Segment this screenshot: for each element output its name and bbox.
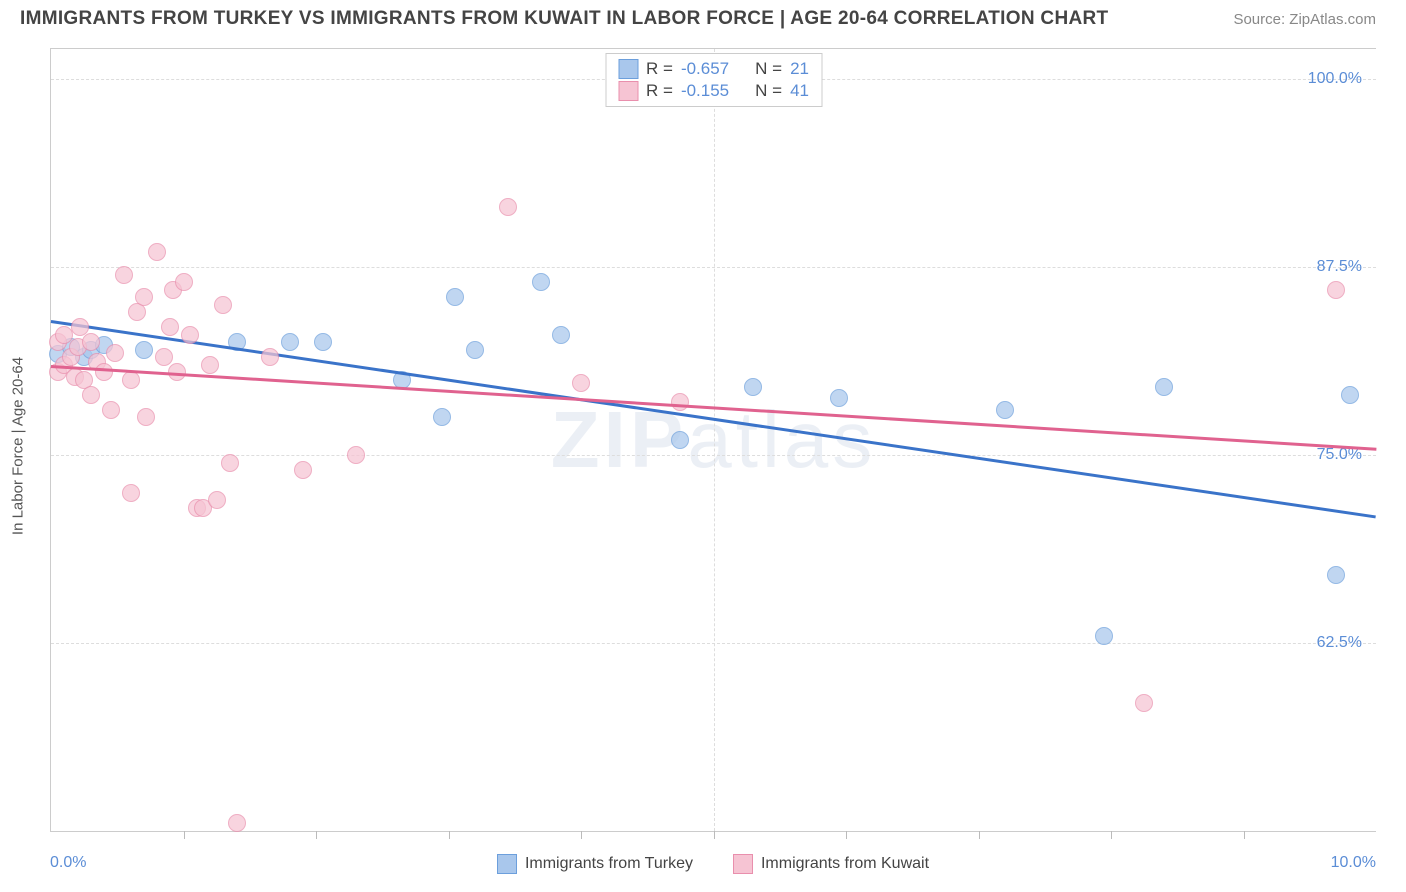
scatter-point-kuwait bbox=[82, 333, 100, 351]
scatter-point-kuwait bbox=[201, 356, 219, 374]
scatter-point-kuwait bbox=[221, 454, 239, 472]
legend-swatch-kuwait-icon bbox=[733, 854, 753, 874]
scatter-point-kuwait bbox=[122, 371, 140, 389]
r-label: R = bbox=[646, 59, 673, 79]
scatter-point-kuwait bbox=[137, 408, 155, 426]
correlation-row-turkey: R = -0.657 N = 21 bbox=[618, 58, 809, 80]
scatter-point-kuwait bbox=[175, 273, 193, 291]
scatter-point-turkey bbox=[446, 288, 464, 306]
x-minor-tick bbox=[979, 831, 980, 839]
n-label: N = bbox=[755, 81, 782, 101]
scatter-point-turkey bbox=[1341, 386, 1359, 404]
n-value-kuwait: 41 bbox=[790, 81, 809, 101]
scatter-point-kuwait bbox=[82, 386, 100, 404]
scatter-point-turkey bbox=[552, 326, 570, 344]
scatter-point-turkey bbox=[433, 408, 451, 426]
chart-header: IMMIGRANTS FROM TURKEY VS IMMIGRANTS FRO… bbox=[0, 0, 1406, 38]
scatter-point-kuwait bbox=[95, 363, 113, 381]
scatter-point-kuwait bbox=[102, 401, 120, 419]
series-legend: Immigrants from Turkey Immigrants from K… bbox=[50, 854, 1376, 874]
chart-title: IMMIGRANTS FROM TURKEY VS IMMIGRANTS FRO… bbox=[20, 8, 1108, 30]
r-value-turkey: -0.657 bbox=[681, 59, 729, 79]
x-minor-tick bbox=[581, 831, 582, 839]
scatter-point-turkey bbox=[314, 333, 332, 351]
scatter-point-turkey bbox=[532, 273, 550, 291]
x-minor-tick bbox=[449, 831, 450, 839]
scatter-point-turkey bbox=[466, 341, 484, 359]
chart-plot-area: ZIPatlas 62.5%75.0%87.5%100.0% R = -0.65… bbox=[50, 48, 1376, 832]
x-minor-tick bbox=[846, 831, 847, 839]
scatter-point-kuwait bbox=[1135, 694, 1153, 712]
scatter-point-turkey bbox=[1327, 566, 1345, 584]
scatter-point-kuwait bbox=[148, 243, 166, 261]
legend-swatch-turkey-icon bbox=[618, 59, 638, 79]
y-axis-title: In Labor Force | Age 20-64 bbox=[10, 357, 27, 535]
scatter-point-kuwait bbox=[208, 491, 226, 509]
n-value-turkey: 21 bbox=[790, 59, 809, 79]
scatter-point-kuwait bbox=[347, 446, 365, 464]
scatter-point-kuwait bbox=[135, 288, 153, 306]
x-minor-tick bbox=[1111, 831, 1112, 839]
correlation-legend-box: R = -0.657 N = 21 R = -0.155 N = 41 bbox=[605, 53, 822, 107]
scatter-point-turkey bbox=[1155, 378, 1173, 396]
scatter-point-turkey bbox=[996, 401, 1014, 419]
legend-label-turkey: Immigrants from Turkey bbox=[525, 855, 693, 873]
scatter-point-kuwait bbox=[261, 348, 279, 366]
scatter-point-kuwait bbox=[181, 326, 199, 344]
x-minor-tick bbox=[714, 831, 715, 839]
scatter-point-kuwait bbox=[572, 374, 590, 392]
gridline-vertical bbox=[714, 49, 715, 831]
y-tick-label: 100.0% bbox=[1308, 70, 1362, 88]
scatter-point-kuwait bbox=[115, 266, 133, 284]
scatter-point-turkey bbox=[830, 389, 848, 407]
scatter-point-kuwait bbox=[228, 814, 246, 832]
legend-item-turkey: Immigrants from Turkey bbox=[497, 854, 693, 874]
r-label: R = bbox=[646, 81, 673, 101]
scatter-point-kuwait bbox=[155, 348, 173, 366]
correlation-row-kuwait: R = -0.155 N = 41 bbox=[618, 80, 809, 102]
y-tick-label: 87.5% bbox=[1317, 258, 1362, 276]
scatter-point-kuwait bbox=[294, 461, 312, 479]
legend-item-kuwait: Immigrants from Kuwait bbox=[733, 854, 929, 874]
legend-label-kuwait: Immigrants from Kuwait bbox=[761, 855, 929, 873]
x-minor-tick bbox=[316, 831, 317, 839]
scatter-point-kuwait bbox=[106, 344, 124, 362]
scatter-point-kuwait bbox=[122, 484, 140, 502]
scatter-point-turkey bbox=[671, 431, 689, 449]
legend-swatch-kuwait-icon bbox=[618, 81, 638, 101]
chart-source: Source: ZipAtlas.com bbox=[1233, 11, 1376, 28]
scatter-point-kuwait bbox=[1327, 281, 1345, 299]
scatter-point-kuwait bbox=[214, 296, 232, 314]
legend-swatch-turkey-icon bbox=[497, 854, 517, 874]
n-label: N = bbox=[755, 59, 782, 79]
x-minor-tick bbox=[1244, 831, 1245, 839]
plot-surface: ZIPatlas 62.5%75.0%87.5%100.0% bbox=[51, 49, 1376, 831]
scatter-point-turkey bbox=[1095, 627, 1113, 645]
x-minor-tick bbox=[184, 831, 185, 839]
scatter-point-turkey bbox=[135, 341, 153, 359]
y-tick-label: 62.5% bbox=[1317, 634, 1362, 652]
scatter-point-turkey bbox=[744, 378, 762, 396]
scatter-point-turkey bbox=[281, 333, 299, 351]
scatter-point-kuwait bbox=[671, 393, 689, 411]
scatter-point-kuwait bbox=[499, 198, 517, 216]
scatter-point-kuwait bbox=[161, 318, 179, 336]
r-value-kuwait: -0.155 bbox=[681, 81, 729, 101]
